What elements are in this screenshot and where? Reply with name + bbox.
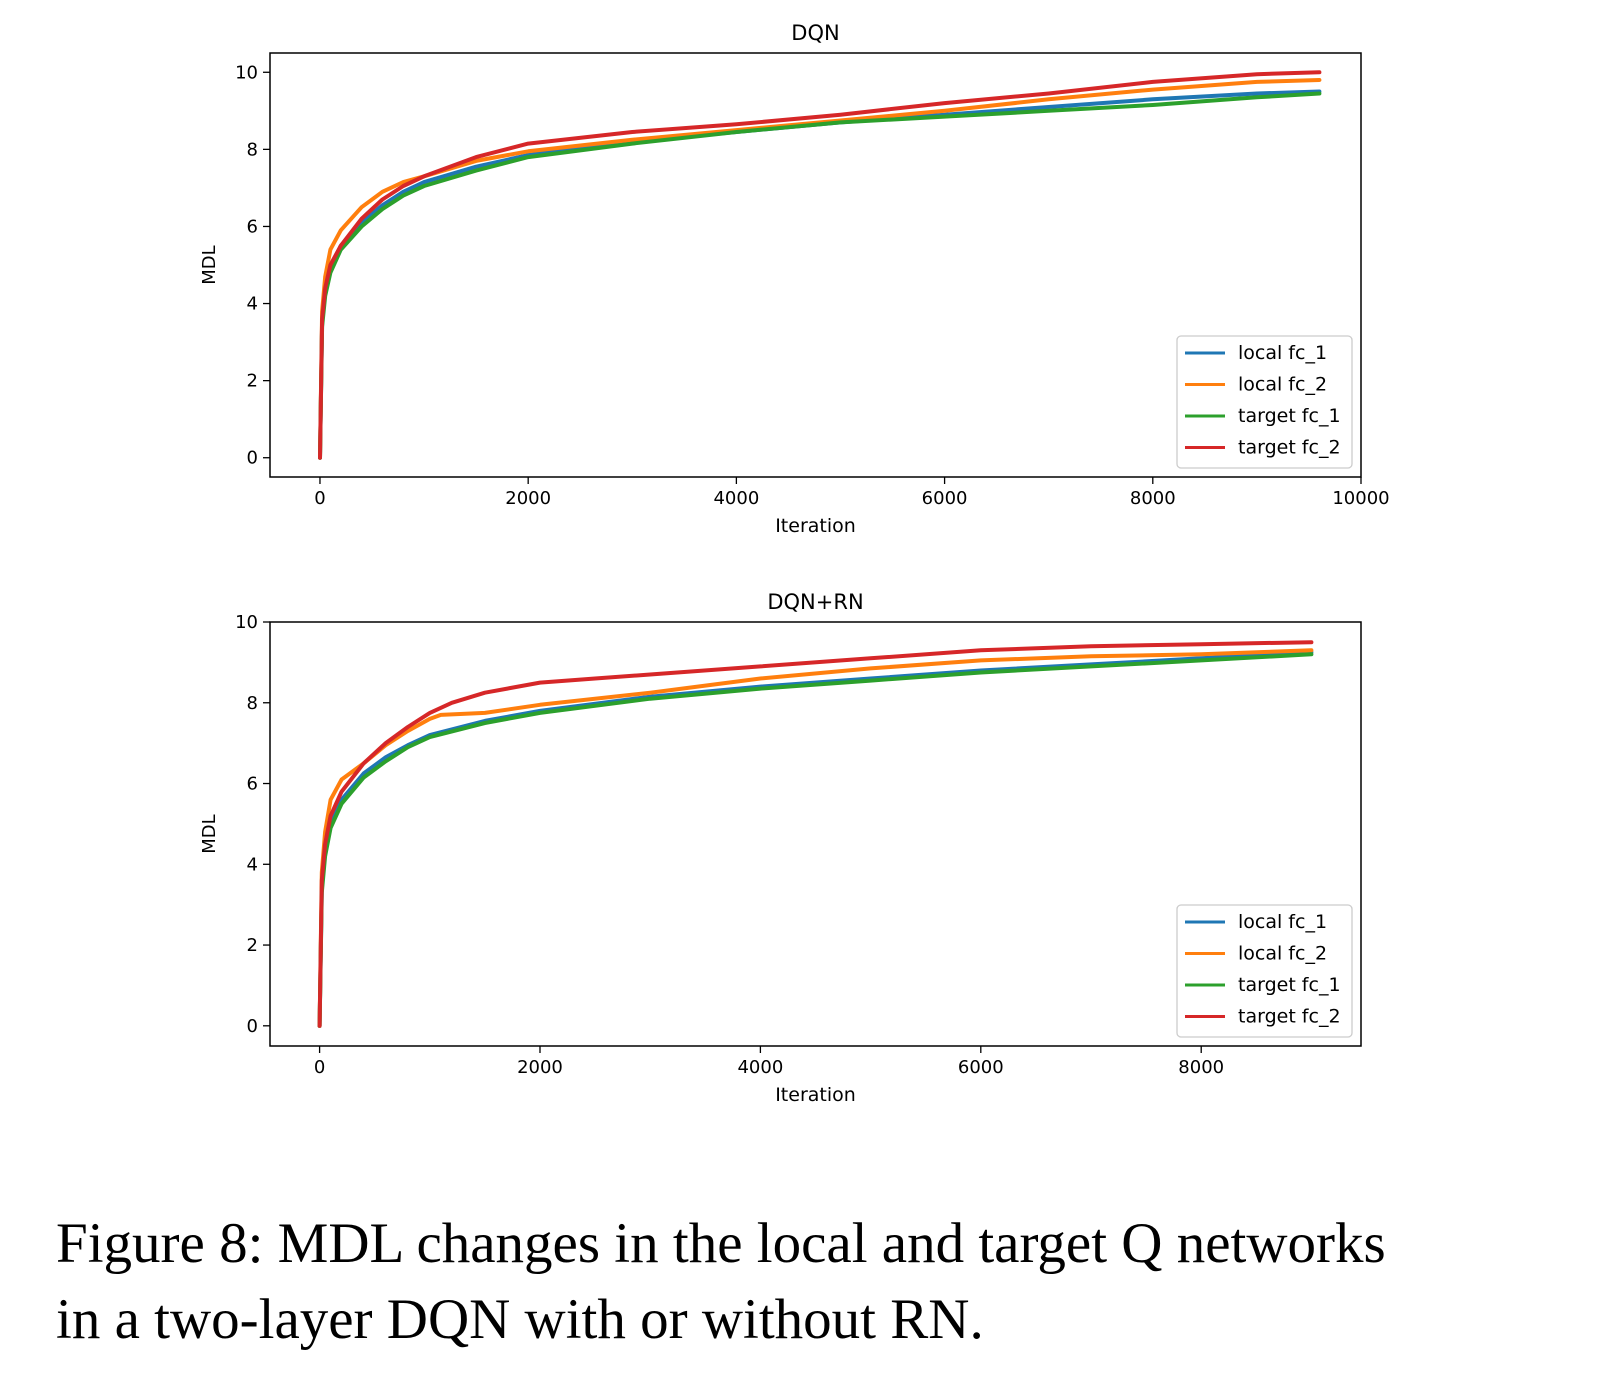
x-tick-label: 10000	[1332, 488, 1389, 509]
figure-caption: Figure 8: MDL changes in the local and t…	[56, 1206, 1586, 1358]
x-tick-label: 6000	[958, 1057, 1004, 1078]
legend-label-target-fc-2: target fc_2	[1238, 1006, 1341, 1028]
series-line-target-fc-2	[317, 640, 1314, 1028]
plot-frame	[269, 621, 1362, 1047]
plot-frame	[269, 52, 1362, 478]
x-tick-label: 2000	[505, 488, 551, 509]
series-line-target-fc-2	[318, 70, 1322, 460]
y-tick-label: 4	[247, 294, 258, 315]
chart-dqn-rn: 0 2000 4000 6000 8000 0 2 4 6 8 10 DQN+RN Iteration M…	[199, 590, 1362, 1106]
legend-label-target-fc-1: target fc_1	[1238, 405, 1341, 427]
y-tick-label: 10	[235, 62, 258, 83]
y-axis-label: MDL	[199, 814, 220, 853]
chart-title: DQN+RN	[767, 590, 863, 614]
y-tick-label: 8	[247, 139, 258, 160]
y-tick-label: 2	[247, 371, 258, 392]
x-tick-label: 8000	[1178, 1057, 1224, 1078]
y-axis-label: MDL	[199, 245, 220, 284]
x-tick-label: 0	[314, 488, 325, 509]
legend-label-local-fc-2: local fc_2	[1238, 374, 1327, 396]
x-tick-label: 4000	[737, 1057, 783, 1078]
legend-box	[1176, 904, 1353, 1038]
y-tick-label: 2	[247, 935, 258, 956]
y-tick-label: 10	[235, 612, 258, 633]
x-tick-label: 8000	[1130, 488, 1176, 509]
caption-line-2: in a two-layer DQN with or without RN.	[56, 1288, 984, 1351]
series-line-target-fc-1	[317, 652, 1314, 1028]
x-tick-label: 2000	[517, 1057, 563, 1078]
x-axis-label: Iteration	[775, 1084, 856, 1106]
legend-box	[1176, 335, 1353, 469]
series-line-local-fc-2	[317, 648, 1314, 1028]
x-axis-label: Iteration	[775, 515, 856, 537]
legend-label-local-fc-1: local fc_1	[1238, 911, 1327, 933]
legend-label-target-fc-2: target fc_2	[1238, 437, 1341, 459]
y-tick-label: 6	[247, 774, 258, 795]
chart-dqn: 0 2000 4000 6000 8000 10000 0 2 4 6 8 10 DQN Iteratio…	[199, 21, 1390, 537]
y-tick-label: 4	[247, 854, 258, 875]
x-tick-label: 6000	[922, 488, 968, 509]
series-line-local-fc-1	[318, 89, 1322, 460]
legend-label-target-fc-1: target fc_1	[1238, 974, 1341, 996]
chart-title: DQN	[791, 21, 839, 45]
y-tick-label: 0	[247, 1016, 258, 1037]
series-line-local-fc-1	[317, 650, 1314, 1028]
legend-label-local-fc-2: local fc_2	[1238, 943, 1327, 965]
y-tick-label: 0	[247, 448, 258, 469]
y-tick-label: 6	[247, 216, 258, 237]
series-group	[318, 70, 1322, 460]
series-group	[317, 640, 1314, 1028]
series-line-local-fc-2	[318, 78, 1322, 460]
series-line-target-fc-1	[318, 91, 1322, 460]
caption-line-1: Figure 8: MDL changes in the local and t…	[56, 1212, 1386, 1275]
y-tick-label: 8	[247, 693, 258, 714]
x-tick-label: 0	[314, 1057, 325, 1078]
legend-label-local-fc-1: local fc_1	[1238, 342, 1327, 364]
x-tick-label: 4000	[713, 488, 759, 509]
